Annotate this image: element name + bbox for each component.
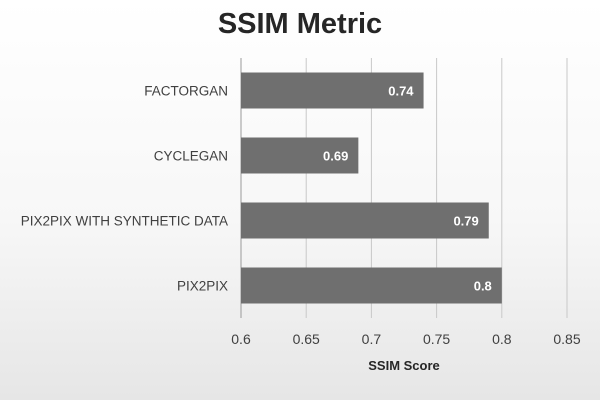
category-label: PIX2PIX bbox=[177, 279, 228, 294]
category-label: PIX2PIX WITH SYNTHETIC DATA bbox=[21, 214, 228, 229]
category-label: FACTORGAN bbox=[144, 84, 228, 99]
x-tick-label: 0.75 bbox=[423, 331, 450, 347]
x-axis-title: SSIM Score bbox=[368, 358, 440, 373]
bar bbox=[241, 267, 502, 304]
data-label: 0.8 bbox=[474, 279, 492, 294]
category-label: CYCLEGAN bbox=[154, 149, 228, 164]
data-label: 0.79 bbox=[453, 214, 478, 229]
x-tick-label: 0.8 bbox=[492, 331, 512, 347]
labels-layer: 0.6 0.65 0.7 0.75 0.8 0.85 0.74 FACTORGAN 0.69 CY… bbox=[21, 84, 581, 348]
bars-layer bbox=[241, 72, 502, 304]
x-tick-label: 0.85 bbox=[553, 331, 580, 347]
bar bbox=[241, 137, 359, 174]
x-tick-label: 0.6 bbox=[231, 331, 251, 347]
x-tick-label: 0.65 bbox=[293, 331, 320, 347]
chart-title: SSIM Metric bbox=[217, 8, 383, 40]
data-label: 0.69 bbox=[323, 149, 348, 164]
bar bbox=[241, 72, 424, 109]
x-tick-label: 0.7 bbox=[362, 331, 382, 347]
bar bbox=[241, 202, 489, 239]
data-label: 0.74 bbox=[388, 84, 414, 99]
